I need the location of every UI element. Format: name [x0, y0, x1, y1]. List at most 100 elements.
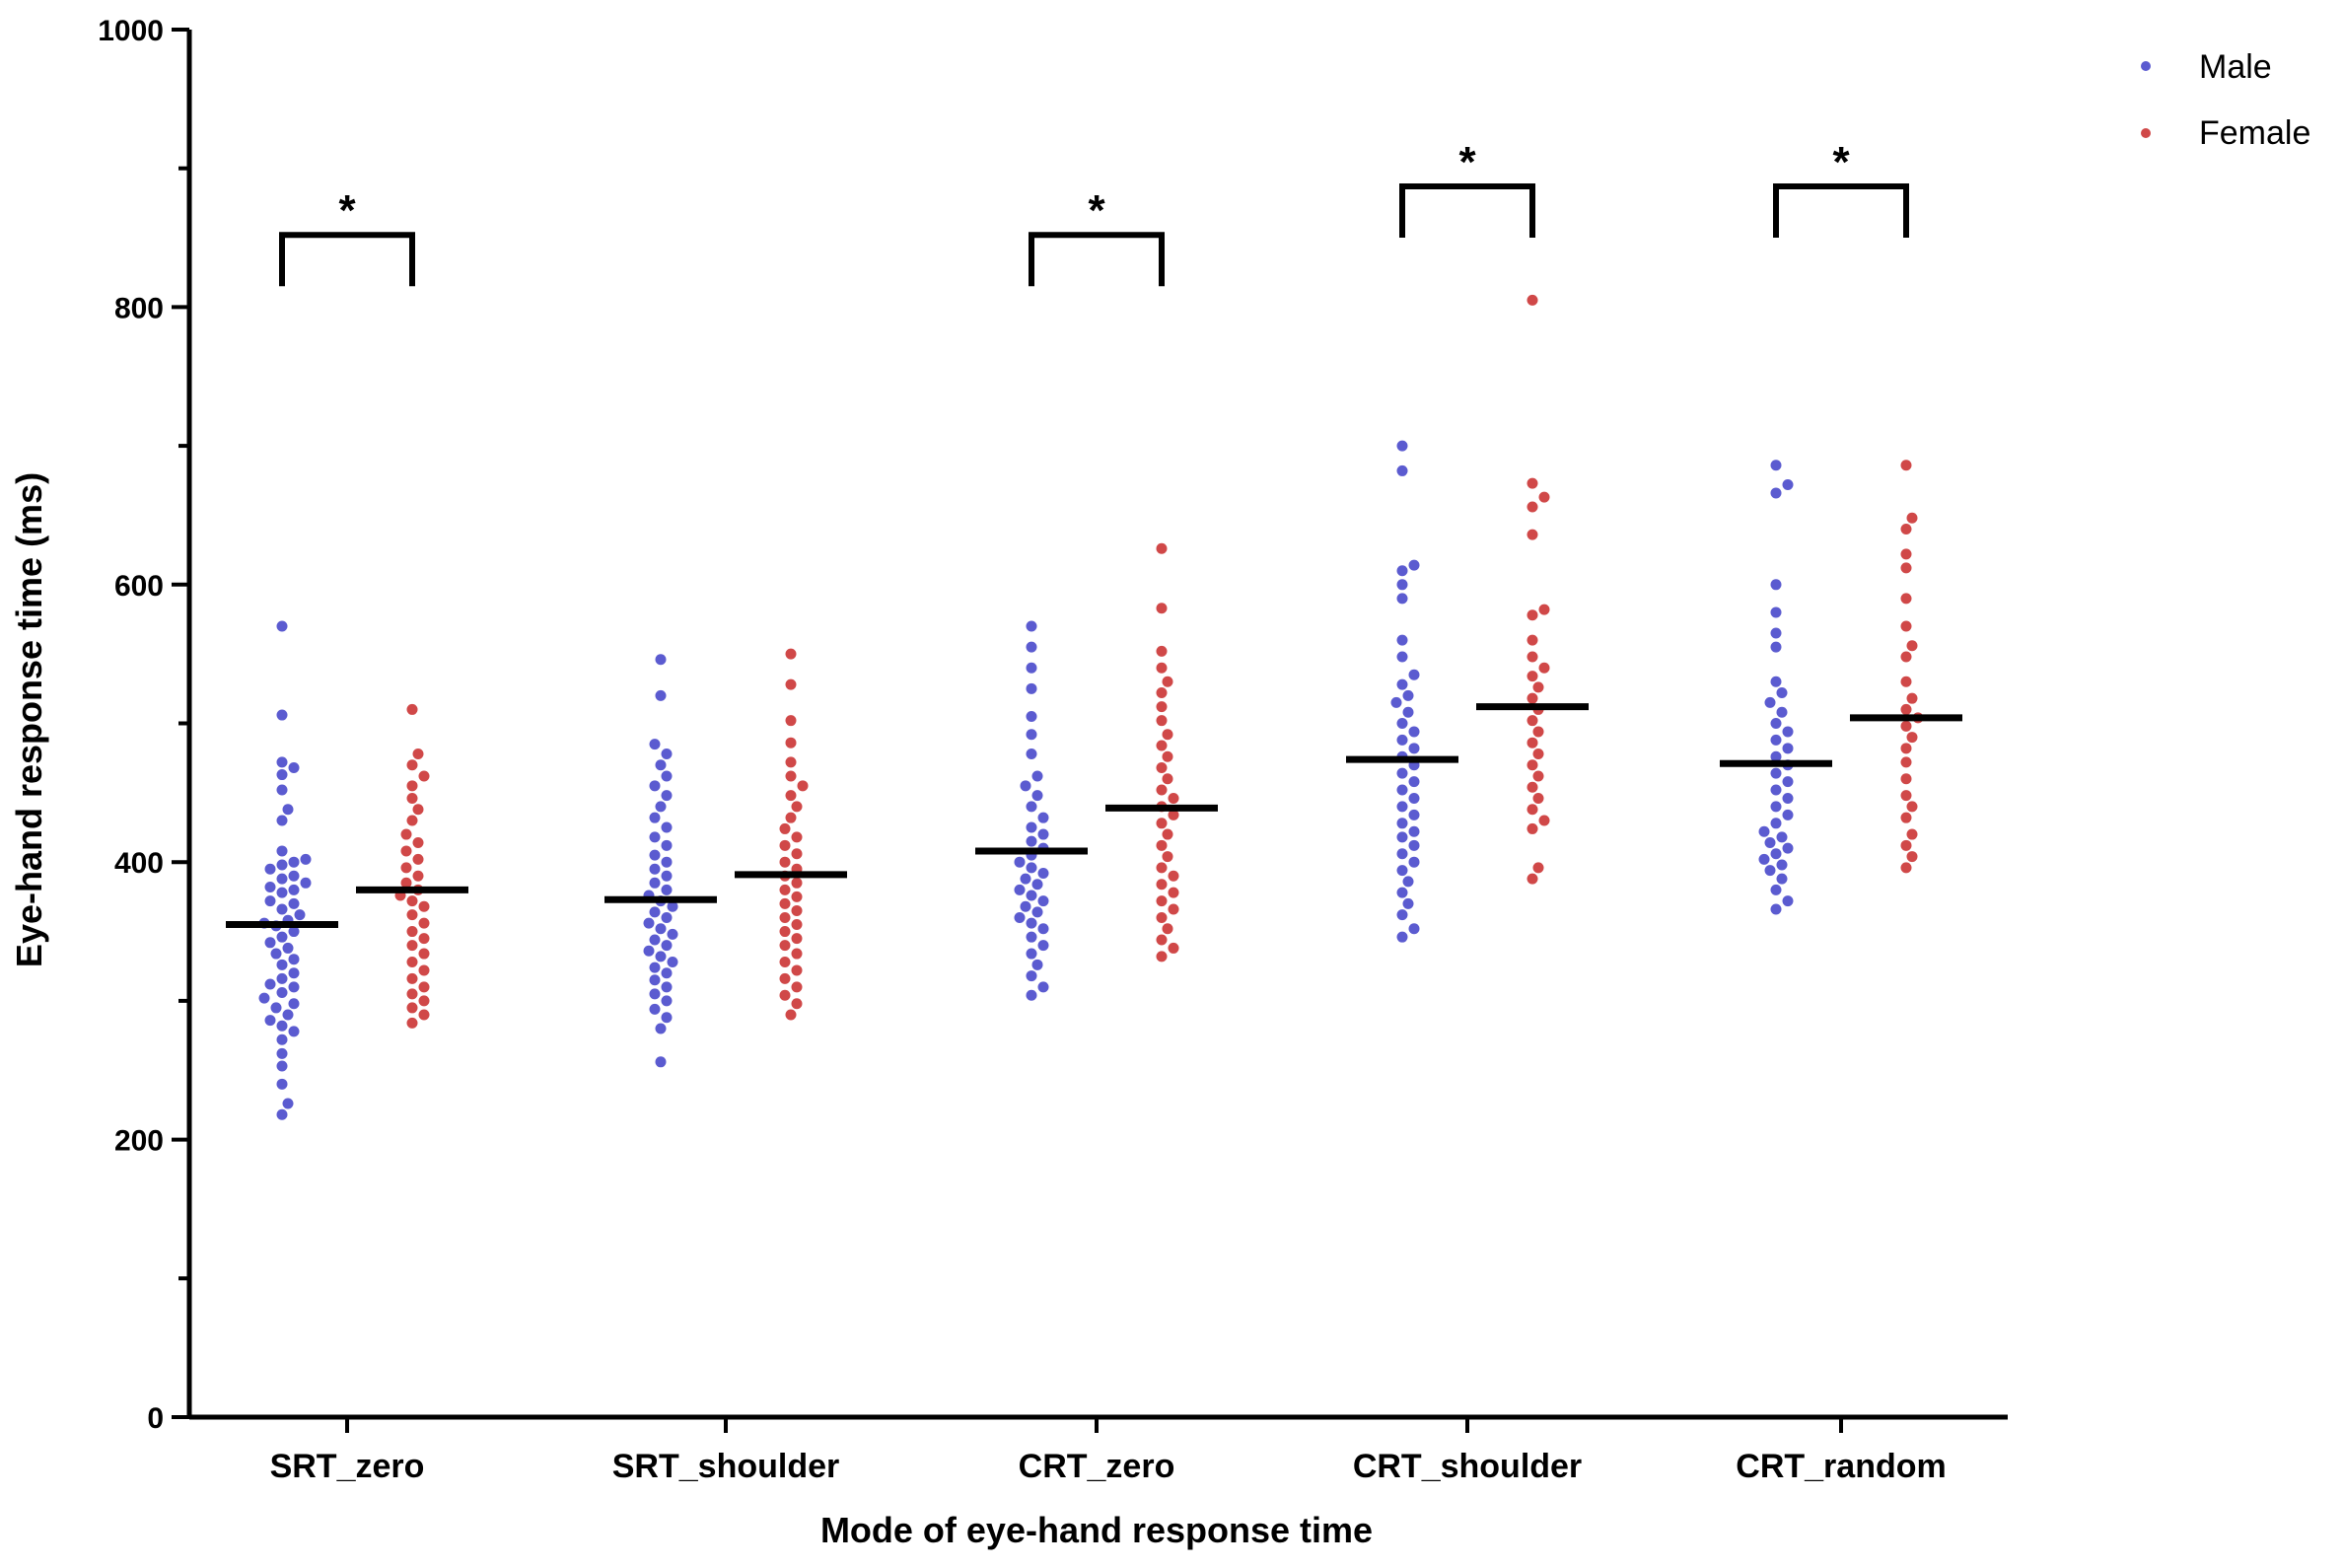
- female-point: [1156, 911, 1168, 923]
- male-point: [288, 856, 300, 868]
- male-point: [1026, 931, 1037, 943]
- male-point: [276, 1033, 288, 1045]
- female-point: [1900, 720, 1912, 732]
- male-point: [1037, 895, 1049, 907]
- female-point: [406, 780, 418, 792]
- female-point: [1156, 762, 1168, 774]
- female-point: [1156, 839, 1168, 851]
- male-point: [264, 882, 276, 893]
- male-point: [1770, 848, 1782, 860]
- female-point: [785, 790, 797, 802]
- male-point: [1402, 876, 1414, 888]
- male-point: [276, 756, 288, 768]
- male-point: [276, 972, 288, 984]
- female-point: [779, 897, 791, 909]
- male-point: [282, 942, 294, 954]
- male-point: [1782, 743, 1794, 754]
- female-point: [1900, 524, 1912, 535]
- female-point: [1156, 934, 1168, 946]
- male-point: [1026, 989, 1037, 1001]
- female-point: [400, 828, 412, 840]
- male-point: [276, 887, 288, 898]
- male-point: [1396, 848, 1408, 860]
- male-point: [1037, 828, 1049, 840]
- female-point: [400, 862, 412, 874]
- female-point: [1900, 812, 1912, 823]
- male-point: [288, 967, 300, 979]
- male-point: [1396, 931, 1408, 943]
- y-tick-label: 200: [114, 1125, 164, 1158]
- female-point: [791, 891, 803, 902]
- mean-lines: [226, 703, 1962, 929]
- male-point: [1037, 923, 1049, 935]
- male-point: [1396, 593, 1408, 605]
- female-point: [785, 737, 797, 748]
- female-point: [418, 917, 430, 929]
- female-point: [1532, 681, 1544, 693]
- female-point: [1906, 828, 1918, 840]
- legend-male-label: Male: [2199, 48, 2272, 86]
- male-point: [1402, 897, 1414, 909]
- female-point: [412, 804, 424, 816]
- male-point: [661, 981, 673, 993]
- male-point: [1764, 865, 1776, 877]
- female-point: [1168, 887, 1179, 898]
- male-point: [1408, 776, 1420, 788]
- female-point: [1156, 662, 1168, 674]
- x-tick-label: CRT_random: [1736, 1448, 1946, 1485]
- male-point: [1764, 696, 1776, 708]
- male-point: [288, 926, 300, 938]
- female-point: [791, 998, 803, 1010]
- female-point: [1168, 809, 1179, 820]
- male-point: [1770, 750, 1782, 762]
- female-point: [1162, 828, 1173, 840]
- female-point: [418, 995, 430, 1007]
- male-point: [1408, 809, 1420, 820]
- male-point: [1026, 890, 1037, 901]
- female-point: [1162, 851, 1173, 863]
- legend: Male Female: [2141, 48, 2310, 152]
- male-point: [276, 959, 288, 970]
- male-point: [1396, 831, 1408, 843]
- female-point: [791, 904, 803, 916]
- female-point: [1162, 923, 1173, 935]
- female-point: [1526, 294, 1538, 306]
- female-point: [406, 940, 418, 952]
- female-point: [1532, 726, 1544, 738]
- male-point: [1396, 651, 1408, 663]
- significance-star: *: [338, 186, 356, 235]
- female-point: [779, 940, 791, 952]
- female-point: [1538, 491, 1550, 503]
- male-point: [667, 957, 678, 968]
- male-point: [288, 884, 300, 895]
- male-point: [649, 863, 661, 875]
- female-point: [1532, 792, 1544, 804]
- female-point: [785, 770, 797, 782]
- female-point: [1900, 460, 1912, 471]
- female-point: [1906, 640, 1918, 652]
- male-point: [288, 954, 300, 965]
- female-point: [1526, 501, 1538, 513]
- male-point: [1782, 895, 1794, 907]
- female-point: [418, 1009, 430, 1021]
- female-point: [400, 845, 412, 857]
- female-point: [1532, 862, 1544, 874]
- female-point: [406, 972, 418, 984]
- male-point: [1026, 917, 1037, 929]
- female-point: [1538, 815, 1550, 826]
- male-point: [1408, 856, 1420, 868]
- female-point: [412, 748, 424, 759]
- female-point: [1156, 895, 1168, 907]
- female-point: [791, 964, 803, 976]
- female-point: [412, 837, 424, 849]
- female-point: [1900, 620, 1912, 632]
- male-point: [1782, 842, 1794, 854]
- male-point: [1396, 865, 1408, 877]
- data-points: [258, 294, 1924, 1120]
- female-point: [1156, 715, 1168, 727]
- female-point: [791, 919, 803, 931]
- male-point: [1026, 748, 1037, 759]
- female-point: [1900, 548, 1912, 560]
- male-point: [649, 962, 661, 973]
- male-point: [1402, 689, 1414, 701]
